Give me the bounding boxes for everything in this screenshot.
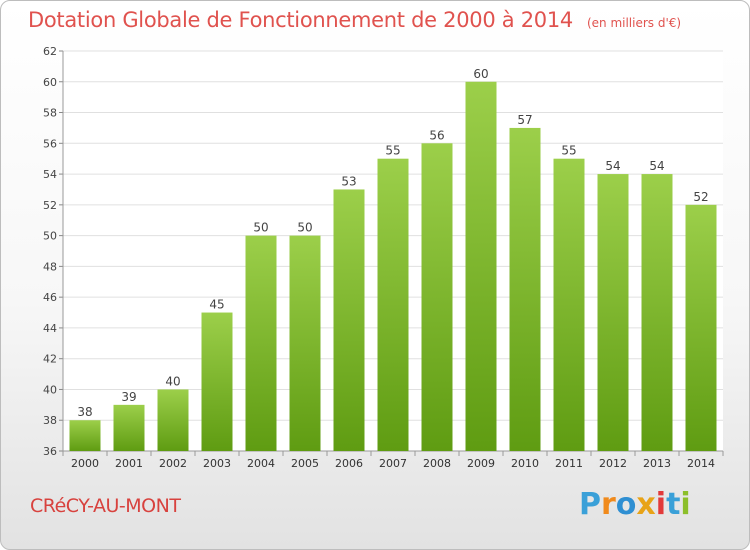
data-label: 55 bbox=[561, 144, 576, 158]
bar bbox=[421, 143, 453, 452]
y-tick-label: 40 bbox=[43, 383, 57, 396]
data-label: 45 bbox=[209, 298, 224, 312]
x-tick-label: 2006 bbox=[335, 457, 363, 470]
x-tick-label: 2004 bbox=[247, 457, 275, 470]
y-tick-label: 58 bbox=[43, 107, 57, 120]
y-tick-label: 60 bbox=[43, 76, 57, 89]
y-tick-label: 38 bbox=[43, 414, 57, 427]
bar bbox=[685, 204, 717, 451]
chart-unit: (en milliers d'€) bbox=[586, 16, 682, 30]
data-label: 57 bbox=[517, 113, 532, 127]
bar bbox=[289, 235, 321, 451]
chart-title-text: Dotation Globale de Fonctionnement de 20… bbox=[28, 8, 573, 32]
proxiti-logo[interactable]: Proxiti bbox=[579, 487, 691, 522]
x-tick-label: 2007 bbox=[379, 457, 407, 470]
y-tick-label: 50 bbox=[43, 230, 57, 243]
town-name: CRéCY-AU-MONT bbox=[30, 495, 181, 517]
x-tick-label: 2009 bbox=[467, 457, 495, 470]
data-label: 39 bbox=[121, 390, 136, 404]
data-label: 50 bbox=[297, 221, 312, 235]
data-label: 54 bbox=[649, 159, 664, 173]
x-tick-label: 2012 bbox=[599, 457, 627, 470]
bar bbox=[245, 235, 277, 451]
bar bbox=[597, 174, 629, 452]
bar bbox=[641, 174, 673, 452]
x-tick-label: 2011 bbox=[555, 457, 583, 470]
bar bbox=[553, 158, 585, 451]
bar bbox=[509, 127, 541, 451]
data-label: 52 bbox=[693, 190, 708, 204]
x-tick-label: 2010 bbox=[511, 457, 539, 470]
chart-title: Dotation Globale de Fonctionnement de 20… bbox=[28, 8, 681, 32]
data-label: 50 bbox=[253, 221, 268, 235]
x-tick-label: 2013 bbox=[643, 457, 671, 470]
y-tick-label: 36 bbox=[43, 445, 57, 458]
y-tick-label: 42 bbox=[43, 353, 57, 366]
y-tick-label: 48 bbox=[43, 260, 57, 273]
y-tick-label: 46 bbox=[43, 291, 57, 304]
y-tick-label: 54 bbox=[43, 168, 57, 181]
x-tick-label: 2002 bbox=[159, 457, 187, 470]
x-tick-label: 2005 bbox=[291, 457, 319, 470]
bar bbox=[201, 312, 233, 451]
y-tick-label: 52 bbox=[43, 199, 57, 212]
x-tick-label: 2008 bbox=[423, 457, 451, 470]
bar bbox=[377, 158, 409, 451]
data-label: 53 bbox=[341, 174, 356, 188]
y-tick-label: 44 bbox=[43, 322, 57, 335]
x-tick-label: 2001 bbox=[115, 457, 143, 470]
x-tick-label: 2000 bbox=[71, 457, 99, 470]
y-tick-label: 62 bbox=[43, 45, 57, 58]
bar bbox=[113, 404, 145, 451]
bar bbox=[333, 189, 365, 451]
data-label: 54 bbox=[605, 159, 620, 173]
x-tick-label: 2014 bbox=[687, 457, 715, 470]
data-label: 56 bbox=[429, 128, 444, 142]
data-label: 60 bbox=[473, 67, 488, 81]
bar bbox=[69, 420, 101, 451]
data-label: 40 bbox=[165, 374, 180, 388]
bar bbox=[465, 81, 497, 452]
bar bbox=[157, 389, 189, 451]
data-label: 38 bbox=[77, 405, 92, 419]
y-tick-label: 56 bbox=[43, 137, 57, 150]
x-tick-label: 2003 bbox=[203, 457, 231, 470]
data-label: 55 bbox=[385, 144, 400, 158]
